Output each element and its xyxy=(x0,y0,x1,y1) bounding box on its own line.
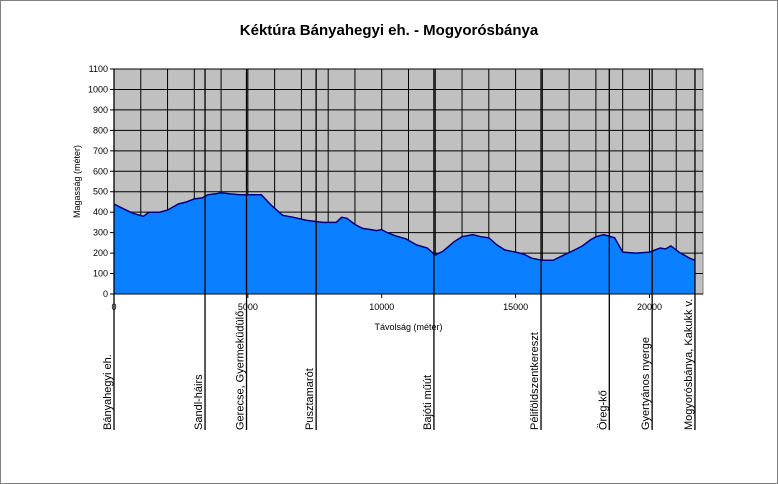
y-tick-label: 1100 xyxy=(89,64,108,74)
x-tick-label: 10000 xyxy=(369,302,394,312)
y-tick-label: 400 xyxy=(93,207,108,217)
waypoint-label: Bajóti műút xyxy=(422,375,434,430)
waypoint-label: Péliföldszentkereszt xyxy=(529,332,541,430)
y-axis-ticks: 0 100 200 300 400 500 600 700 800 900 1000 1100 xyxy=(88,64,114,299)
y-axis-label: Magasság (méter) xyxy=(72,145,82,218)
waypoint-label: Pusztamarót xyxy=(304,368,316,430)
x-tick-label: 15000 xyxy=(503,302,528,312)
y-tick-label: 0 xyxy=(103,289,108,299)
x-axis-ticks: 0 5000 10000 15000 20000 xyxy=(111,294,662,312)
y-tick-label: 100 xyxy=(93,269,108,279)
x-tick-label: 20000 xyxy=(637,302,662,312)
y-tick-label: 1000 xyxy=(88,84,108,94)
waypoint-label: Mogyorósbánya, Kakukk v. xyxy=(683,299,695,430)
waypoint-label: Sandl-háirs xyxy=(193,374,205,430)
y-tick-label: 300 xyxy=(93,228,108,238)
elevation-line xyxy=(113,192,696,262)
y-tick-label: 900 xyxy=(93,105,108,115)
waypoint-label: Gyertyános nyerge xyxy=(640,337,652,430)
chart-title: Kéktúra Bányahegyi eh. - Mogyorósbánya xyxy=(240,22,539,39)
x-tick-label: 0 xyxy=(111,302,116,312)
y-tick-label: 200 xyxy=(93,248,108,258)
x-axis-label: Távolság (méter) xyxy=(374,322,442,332)
elevation-area xyxy=(114,192,695,294)
y-tick-label: 600 xyxy=(93,166,108,176)
waypoint-label: Bányahegyi eh. xyxy=(102,354,114,430)
y-tick-label: 800 xyxy=(93,125,108,135)
waypoint-markers xyxy=(113,69,696,430)
waypoint-label: Öreg-kő xyxy=(597,390,609,430)
y-tick-label: 700 xyxy=(93,146,108,156)
x-tick-label: 5000 xyxy=(238,302,258,312)
y-tick-label: 500 xyxy=(93,187,108,197)
waypoint-label: Gerecse, Gyermeküdülő xyxy=(235,311,247,430)
waypoint-labels: Bányahegyi eh. Sandl-háirs Gerecse, Gyerme… xyxy=(102,299,695,430)
